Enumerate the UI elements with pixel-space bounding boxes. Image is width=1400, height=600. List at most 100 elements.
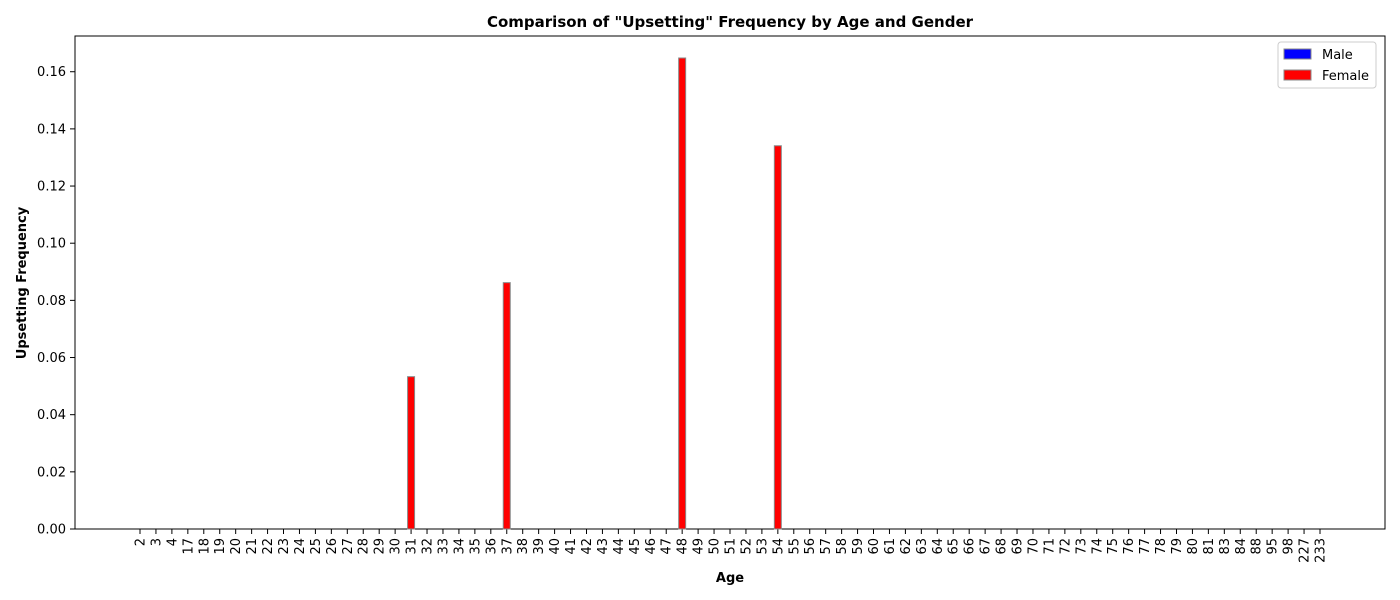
x-tick-label: 19 xyxy=(213,538,228,555)
y-axis-title: Upsetting Frequency xyxy=(15,206,30,359)
x-tick-label: 37 xyxy=(500,538,515,555)
bar-female-48 xyxy=(678,57,687,530)
x-tick-label: 42 xyxy=(580,538,595,555)
y-tick-label: 0.10 xyxy=(37,237,66,252)
x-tick-label: 32 xyxy=(421,538,436,555)
x-tick-label: 38 xyxy=(516,538,531,555)
x-tick-label: 48 xyxy=(676,538,691,555)
x-tick-label: 88 xyxy=(1250,538,1265,555)
x-tick-label: 59 xyxy=(851,538,866,555)
x-tick-label: 65 xyxy=(947,538,962,555)
x-tick-label: 40 xyxy=(548,538,563,555)
y-tick-label: 0.06 xyxy=(37,351,66,366)
x-tick-label: 52 xyxy=(739,538,754,555)
bar-female-31 xyxy=(407,376,416,530)
x-tick-label: 69 xyxy=(1011,538,1026,555)
x-tick-label: 23 xyxy=(277,538,292,555)
bar-female-54 xyxy=(773,145,782,530)
y-tick-label: 0.08 xyxy=(37,294,66,309)
legend-label-female: Female xyxy=(1322,69,1369,84)
x-tick-label: 28 xyxy=(357,538,372,555)
x-tick-label: 84 xyxy=(1234,538,1249,555)
x-tick-label: 55 xyxy=(787,538,802,555)
x-tick-label: 61 xyxy=(883,538,898,555)
x-tick-label: 56 xyxy=(803,538,818,555)
x-tick-label: 72 xyxy=(1058,538,1073,555)
x-tick-label: 47 xyxy=(660,538,675,555)
legend-label-male: Male xyxy=(1322,48,1353,63)
x-tick-label: 18 xyxy=(197,538,212,555)
y-tick-label: 0.16 xyxy=(37,65,66,80)
y-tick-label: 0.12 xyxy=(37,180,66,195)
x-tick-label: 22 xyxy=(261,538,276,555)
x-tick-label: 70 xyxy=(1026,538,1041,555)
y-tick-label: 0.04 xyxy=(37,408,66,423)
x-tick-label: 74 xyxy=(1090,538,1105,555)
x-tick-label: 26 xyxy=(325,538,340,555)
x-tick-label: 227 xyxy=(1298,538,1313,563)
x-tick-label: 43 xyxy=(596,538,611,555)
x-axis-title: Age xyxy=(716,571,744,586)
y-tick-label: 0.14 xyxy=(37,122,66,137)
x-tick-label: 31 xyxy=(405,538,420,555)
x-tick-label: 45 xyxy=(628,538,643,555)
x-tick-label: 98 xyxy=(1282,538,1297,555)
x-tick-label: 57 xyxy=(819,538,834,555)
x-tick-label: 46 xyxy=(644,538,659,555)
x-tick-label: 21 xyxy=(245,538,260,555)
y-tick-label: 0.02 xyxy=(37,465,66,480)
x-tick-label: 67 xyxy=(979,538,994,555)
legend-swatch-female xyxy=(1283,69,1312,81)
x-tick-label: 33 xyxy=(436,538,451,555)
x-tick-label: 20 xyxy=(229,538,244,555)
x-tick-label: 25 xyxy=(309,538,324,555)
x-tick-label: 73 xyxy=(1074,538,1089,555)
x-tick-label: 62 xyxy=(899,538,914,555)
x-tick-label: 66 xyxy=(963,538,978,555)
x-tick-label: 50 xyxy=(708,538,723,555)
x-tick-label: 17 xyxy=(181,538,196,555)
x-tick-label: 27 xyxy=(341,538,356,555)
x-tick-label: 75 xyxy=(1106,538,1121,555)
x-tick-label: 95 xyxy=(1266,538,1281,555)
plot-area: 0.000.020.040.060.080.100.120.140.162 3 4 1… xyxy=(37,35,1386,563)
x-tick-label: 39 xyxy=(532,538,547,555)
x-tick-label: 30 xyxy=(389,538,404,555)
x-tick-label: 71 xyxy=(1042,538,1057,555)
x-tick-label: 78 xyxy=(1154,538,1169,555)
x-tick-label: 34 xyxy=(452,538,467,555)
x-tick-label: 77 xyxy=(1138,538,1153,555)
y-tick-label: 0.00 xyxy=(37,523,66,538)
x-tick-label: 35 xyxy=(468,538,483,555)
x-tick-label: 51 xyxy=(724,538,739,555)
legend-swatch-male xyxy=(1283,48,1312,60)
x-tick-label: 36 xyxy=(484,538,499,555)
plot-frame xyxy=(74,35,1386,530)
x-tick-label: 53 xyxy=(755,538,770,555)
x-tick-label: 24 xyxy=(293,538,308,555)
x-tick-label: 79 xyxy=(1170,538,1185,555)
x-tick-label: 2 xyxy=(134,538,149,546)
x-tick-label: 81 xyxy=(1202,538,1217,555)
x-tick-label: 29 xyxy=(373,538,388,555)
x-tick-label: 63 xyxy=(915,538,930,555)
legend: Male Female xyxy=(1277,41,1377,89)
x-tick-label: 68 xyxy=(995,538,1010,555)
x-tick-label: 44 xyxy=(612,538,627,555)
x-tick-label: 64 xyxy=(931,538,946,555)
x-tick-label: 41 xyxy=(564,538,579,555)
x-tick-label: 3 xyxy=(149,538,164,546)
x-tick-label: 233 xyxy=(1314,538,1329,563)
bar-female-37 xyxy=(502,282,511,530)
x-tick-label: 80 xyxy=(1186,538,1201,555)
chart-title: Comparison of "Upsetting" Frequency by A… xyxy=(487,13,974,31)
x-tick-label: 54 xyxy=(771,538,786,555)
x-tick-label: 76 xyxy=(1122,538,1137,555)
x-tick-label: 58 xyxy=(835,538,850,555)
x-tick-label: 4 xyxy=(165,538,180,546)
x-tick-label: 83 xyxy=(1218,538,1233,555)
x-tick-label: 60 xyxy=(867,538,882,555)
x-tick-label: 49 xyxy=(692,538,707,555)
